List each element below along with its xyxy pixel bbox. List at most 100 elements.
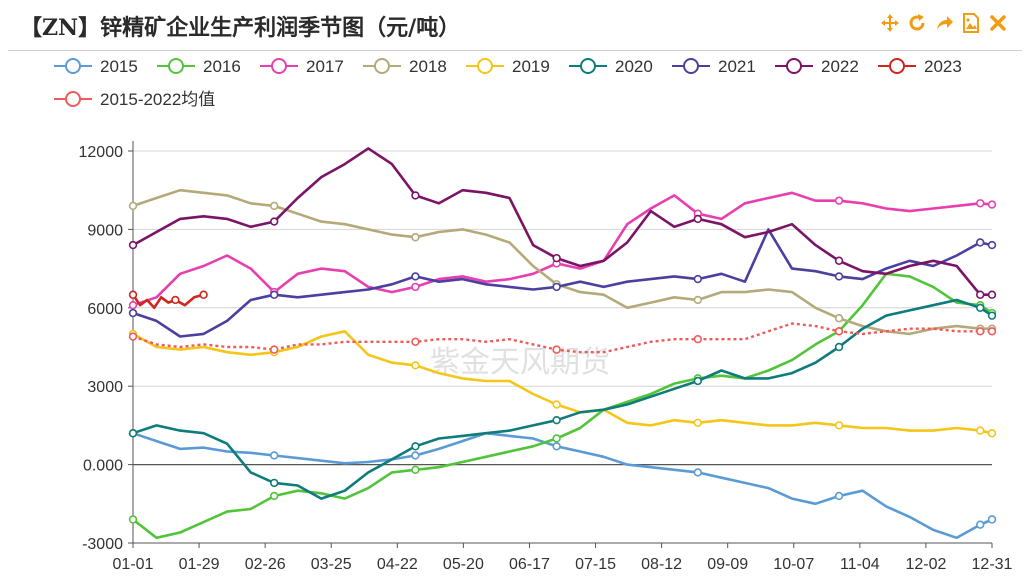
data-point-2022 — [987, 290, 997, 299]
legend-swatch-marker — [168, 58, 184, 74]
series-2018 — [128, 188, 997, 336]
data-point-2015 — [976, 520, 985, 529]
legend-item-2019[interactable]: 2019 — [466, 57, 550, 76]
toolbar — [880, 12, 1008, 34]
x-tick-label: 12-31 — [972, 556, 1013, 573]
series-line-2015 — [132, 431, 993, 540]
data-point-2023 — [199, 290, 208, 299]
series-line-2023 — [131, 293, 204, 310]
legend-swatch-marker — [580, 58, 596, 74]
data-point-2019 — [987, 429, 997, 438]
data-point-2021 — [976, 238, 985, 247]
y-tick-label: 12000 — [79, 144, 124, 161]
legend-label: 2018 — [409, 57, 447, 76]
data-point-2021 — [270, 290, 279, 299]
x-tick-label: 08-12 — [641, 556, 682, 573]
legend-item-2015-2022-[interactable]: 2015-2022均值 — [54, 90, 215, 109]
data-point-2017 — [976, 199, 985, 208]
series-2017 — [128, 191, 997, 310]
header-divider — [8, 50, 1022, 51]
data-point-2020 — [987, 311, 997, 320]
legend-item-2021[interactable]: 2021 — [672, 57, 756, 76]
save-image-icon[interactable] — [961, 12, 981, 34]
legend-item-2017[interactable]: 2017 — [260, 57, 344, 76]
x-tick-label: 06-17 — [509, 556, 550, 573]
data-point-2019 — [552, 400, 561, 409]
data-point-2016 — [411, 465, 420, 475]
legend-item-2016[interactable]: 2016 — [157, 57, 241, 76]
data-point-2022 — [834, 256, 844, 265]
data-point-2016 — [552, 434, 561, 443]
data-point-2015-2022- — [693, 334, 703, 344]
data-point-2020 — [128, 429, 138, 438]
series-lines — [128, 147, 997, 540]
data-point-2019 — [411, 361, 420, 370]
data-point-2021 — [128, 308, 138, 318]
legend-swatch-marker — [374, 58, 390, 74]
share-icon[interactable] — [934, 12, 954, 34]
data-point-2022 — [270, 217, 279, 226]
y-tick-label: 9000 — [87, 222, 123, 239]
data-point-2023 — [171, 295, 180, 305]
data-point-2017 — [411, 282, 420, 292]
data-point-2019 — [976, 426, 985, 435]
series-line-2021 — [132, 228, 993, 338]
y-tick-label: 3000 — [87, 379, 123, 396]
x-tick-label: 10-07 — [773, 556, 814, 573]
legend-label: 2015 — [100, 57, 138, 76]
data-point-2020 — [976, 303, 985, 312]
series-line-2020 — [132, 298, 993, 500]
legend-label: 2019 — [512, 57, 550, 76]
data-point-2015-2022- — [987, 327, 997, 336]
legend-label: 2021 — [718, 57, 756, 76]
data-point-2015-2022- — [270, 345, 279, 354]
x-tick-label: 01-29 — [179, 556, 220, 573]
legend-item-2020[interactable]: 2020 — [569, 57, 653, 76]
legend-label: 2016 — [203, 57, 241, 76]
x-tick-label: 11-04 — [840, 556, 880, 573]
legend-swatch-marker — [786, 58, 802, 74]
data-point-2022 — [411, 191, 420, 200]
data-point-2015 — [987, 515, 997, 524]
data-point-2020 — [552, 415, 561, 425]
legend-swatch-marker — [889, 58, 905, 74]
series-line-2017 — [132, 191, 993, 307]
legend-item-2015[interactable]: 2015 — [54, 57, 138, 76]
data-point-2015-2022- — [834, 327, 844, 336]
series-2015 — [128, 429, 997, 540]
legend-label: 2017 — [306, 57, 344, 76]
legend: 2015 2016 2017 2018 2019 2020 2021 2022 2023 2015… — [54, 57, 962, 109]
data-point-2018 — [834, 314, 844, 323]
data-point-2020 — [270, 478, 279, 488]
data-point-2022 — [552, 253, 561, 263]
data-point-2015 — [552, 442, 561, 451]
legend-item-2018[interactable]: 2018 — [363, 57, 447, 76]
data-point-2015 — [270, 451, 279, 460]
data-point-2015 — [693, 468, 703, 477]
data-point-2018 — [128, 201, 138, 211]
refresh-icon[interactable] — [907, 12, 927, 34]
legend-item-2023[interactable]: 2023 — [878, 57, 962, 76]
series-line-2018 — [132, 188, 992, 336]
x-tick-label: 05-20 — [443, 556, 484, 573]
legend-item-2022[interactable]: 2022 — [775, 57, 859, 76]
y-tick-label: 6000 — [87, 301, 123, 318]
legend-label: 2015-2022均值 — [100, 90, 215, 109]
x-tick-label: 01-01 — [113, 556, 154, 573]
series-2015-2022- — [128, 322, 997, 354]
series-line-2022 — [132, 147, 992, 297]
series-2022 — [128, 147, 997, 299]
x-tick-label: 09-09 — [707, 556, 748, 573]
data-point-2021 — [552, 282, 561, 292]
legend-label: 2022 — [821, 57, 859, 76]
data-point-2017 — [834, 196, 844, 205]
close-icon[interactable] — [988, 12, 1008, 34]
watermark: 紫金天风期货 — [430, 346, 610, 379]
move-icon[interactable] — [880, 12, 900, 34]
series-line-2015-2022- — [132, 322, 992, 354]
data-point-2020 — [411, 442, 420, 451]
data-point-2022 — [693, 214, 703, 224]
data-point-2015 — [834, 491, 844, 501]
legend-swatch-marker — [683, 58, 699, 74]
